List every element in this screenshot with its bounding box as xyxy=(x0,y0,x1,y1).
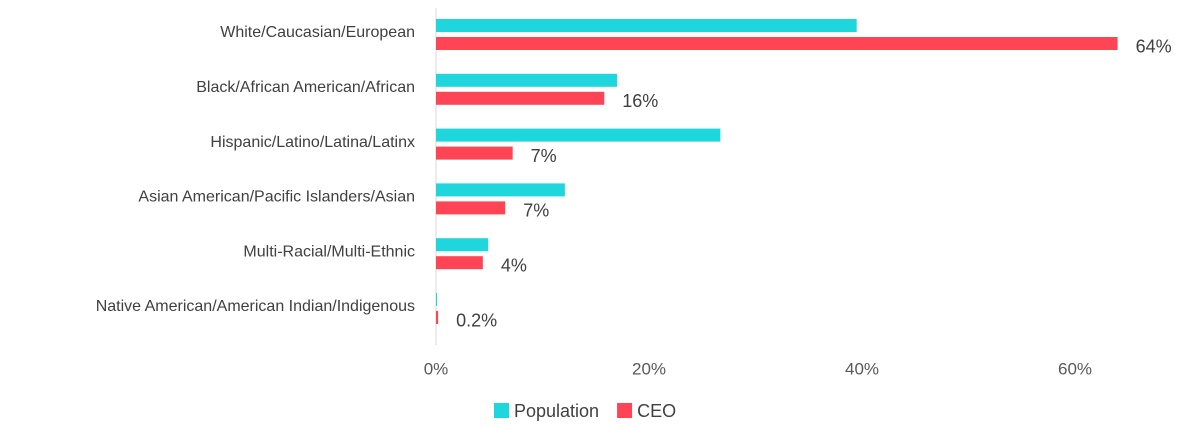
bar xyxy=(436,146,513,160)
value-label: 4% xyxy=(501,255,527,275)
value-label: 64% xyxy=(1136,36,1172,56)
x-tick-label: 60% xyxy=(1058,359,1092,378)
value-label: 16% xyxy=(622,91,658,111)
bar xyxy=(436,311,439,324)
x-tick-label: 40% xyxy=(845,359,879,378)
bar xyxy=(436,256,483,270)
bar xyxy=(436,19,857,32)
bar xyxy=(436,201,506,215)
x-tick-label: 0% xyxy=(424,359,449,378)
category-label: Hispanic/Latino/Latina/Latinx xyxy=(210,134,415,151)
bar xyxy=(436,91,605,105)
bar xyxy=(436,293,438,306)
legend-swatch xyxy=(617,403,633,418)
category-label: Native American/American Indian/Indigeno… xyxy=(96,298,415,315)
value-label: 0.2% xyxy=(456,310,497,330)
bar xyxy=(436,128,721,142)
bar xyxy=(436,37,1118,50)
category-label: Multi-Racial/Multi-Ethnic xyxy=(243,243,415,260)
bar xyxy=(436,73,618,87)
legend-label: CEO xyxy=(637,401,676,421)
value-label: 7% xyxy=(531,146,557,166)
category-label: Asian American/Pacific Islanders/Asian xyxy=(138,189,415,206)
category-label: White/Caucasian/European xyxy=(220,24,415,41)
bar xyxy=(436,238,489,252)
x-tick-label: 20% xyxy=(632,359,666,378)
bar xyxy=(436,183,565,197)
legend-swatch xyxy=(494,403,509,418)
value-label: 7% xyxy=(523,201,549,221)
legend-label: Population xyxy=(514,401,599,421)
category-label: Black/African American/African xyxy=(196,79,415,96)
